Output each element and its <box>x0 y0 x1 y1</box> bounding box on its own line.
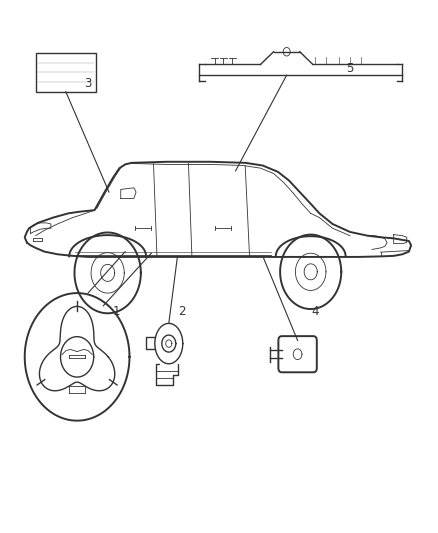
Text: 5: 5 <box>346 62 353 75</box>
Text: 2: 2 <box>178 305 186 318</box>
Text: 4: 4 <box>311 305 319 318</box>
Bar <box>35 53 96 92</box>
Text: 3: 3 <box>85 77 92 90</box>
Text: 1: 1 <box>113 305 120 318</box>
